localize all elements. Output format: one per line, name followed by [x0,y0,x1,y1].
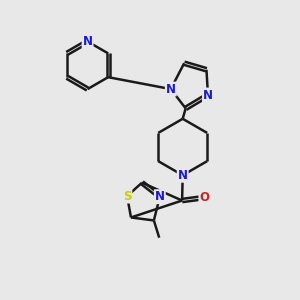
Text: S: S [123,190,131,202]
Text: N: N [155,190,165,203]
Text: N: N [82,35,93,48]
Text: N: N [203,88,213,101]
Text: N: N [166,82,176,96]
Text: O: O [200,191,209,204]
Text: N: N [178,169,188,182]
